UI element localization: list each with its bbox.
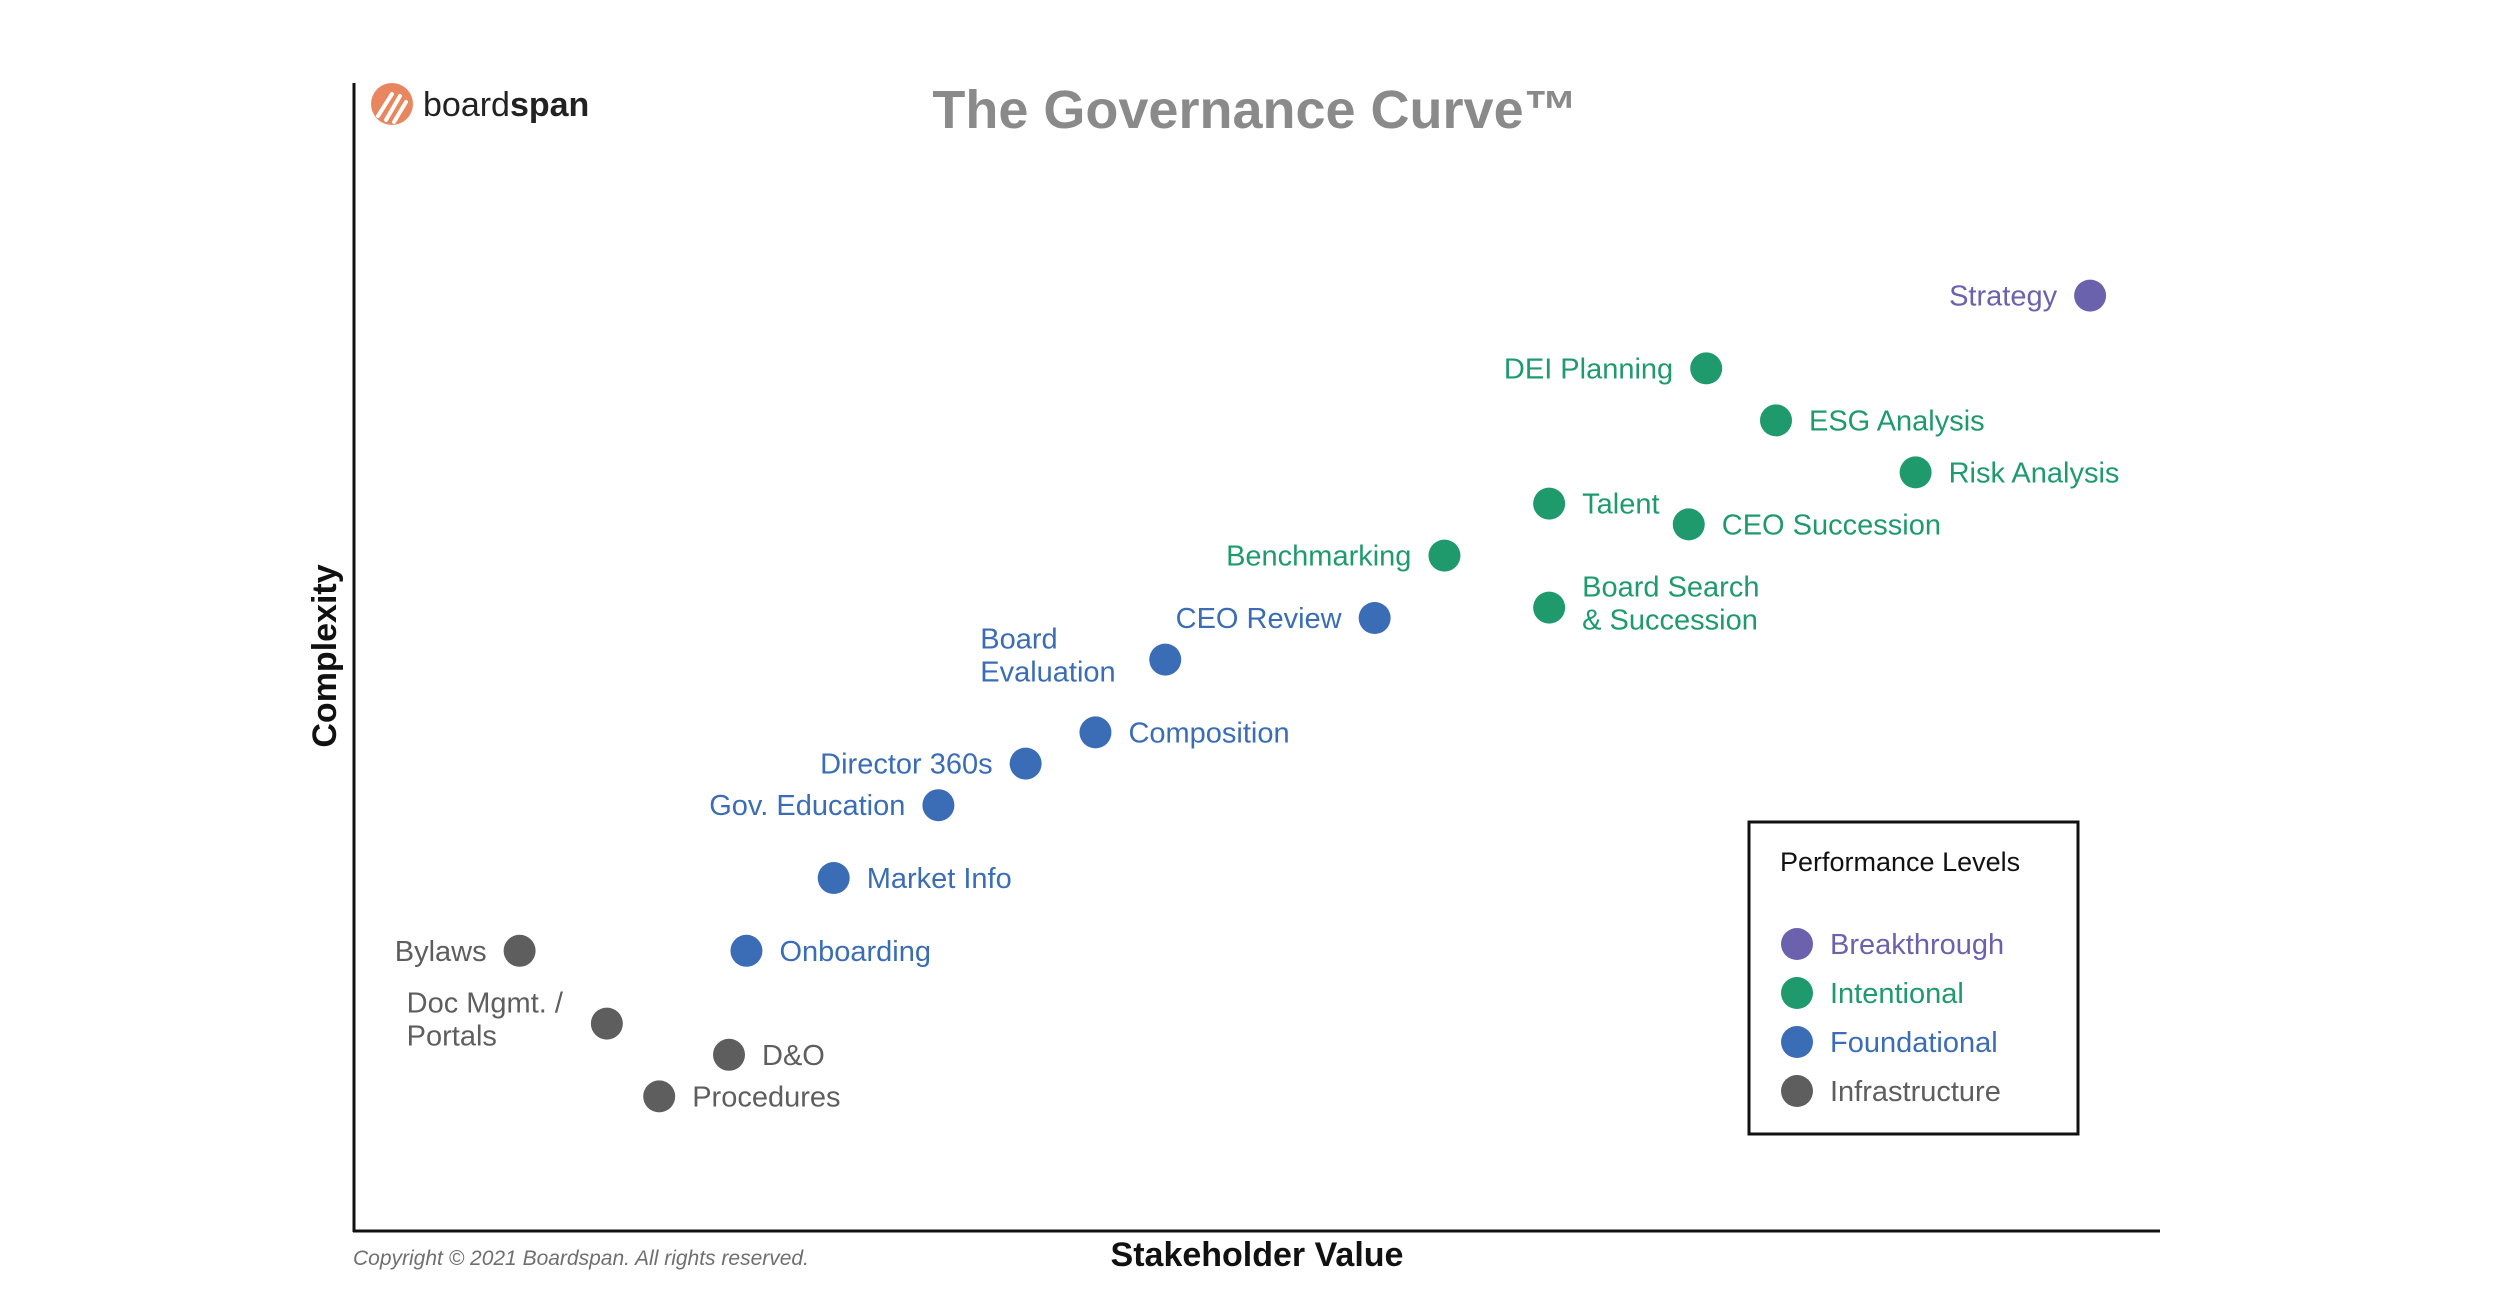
point-procedures (643, 1080, 676, 1113)
point-label-gov-education: Gov. Education (709, 790, 905, 822)
point-label-procedures: Procedures (692, 1081, 840, 1113)
logo-mark-icon (371, 83, 413, 125)
point-gov-education (922, 789, 955, 822)
logo-mark-stripes-icon (376, 92, 408, 124)
point-strategy (2074, 279, 2107, 312)
point-label-director-360s: Director 360s (820, 749, 992, 781)
point-talent (1533, 487, 1566, 520)
legend-label-breakthrough: Breakthrough (1830, 929, 2004, 961)
legend-label-foundational: Foundational (1830, 1027, 1998, 1059)
point-label-strategy: Strategy (1949, 281, 2057, 313)
point-benchmarking (1428, 539, 1461, 572)
point-esg-analysis (1760, 404, 1792, 437)
point-label-ceo-review: CEO Review (1176, 603, 1343, 635)
point-label-bylaws: Bylaws (395, 936, 487, 968)
point-label-benchmarking: Benchmarking (1226, 541, 1411, 573)
legend-title: Performance Levels (1780, 847, 2020, 877)
point-doc-mgmt-portals (590, 1007, 623, 1040)
boardspan-logo: boardspan (371, 83, 589, 125)
legend-label-infrastructure: Infrastructure (1830, 1076, 2001, 1108)
legend: Performance Levels Breakthrough Intention… (1747, 820, 2080, 1136)
chart-title: The Governance Curve™ (932, 80, 1577, 140)
point-label-onboarding: Onboarding (779, 936, 931, 968)
legend-label-intentional: Intentional (1830, 978, 1964, 1010)
point-ceo-review (1358, 602, 1391, 634)
legend-marker-intentional (1781, 977, 1813, 1009)
point-composition (1079, 716, 1112, 749)
point-label-ceo-succession: CEO Succession (1722, 509, 1941, 541)
point-d-o (713, 1038, 745, 1071)
copyright-text: Copyright © 2021 Boardspan. All rights r… (353, 1247, 809, 1270)
point-label-risk-analysis: Risk Analysis (1949, 457, 2120, 489)
point-board-search-succession (1533, 591, 1566, 624)
data-points: Strategy DEI Planning ESG Analysis Risk Ana… (395, 279, 2120, 1113)
point-onboarding (730, 934, 763, 967)
legend-marker-foundational (1781, 1026, 1813, 1058)
point-risk-analysis (1899, 456, 1932, 489)
point-label-doc-mgmt-portals: Doc Mgmt. / Portals (407, 988, 564, 1053)
point-label-board-evaluation: Board Evaluation (980, 624, 1115, 689)
legend-items: Breakthrough Intentional Foundational Infra… (1781, 928, 2004, 1108)
point-label-composition: Composition (1128, 717, 1289, 749)
logo-text: boardspan (423, 86, 589, 124)
point-ceo-succession (1672, 508, 1705, 541)
point-label-dei-planning: DEI Planning (1504, 353, 1673, 385)
y-axis-label: Complexity (306, 564, 344, 747)
point-label-esg-analysis: ESG Analysis (1809, 405, 1985, 437)
point-board-evaluation (1149, 643, 1182, 676)
point-dei-planning (1690, 352, 1723, 385)
point-label-d-o: D&O (762, 1040, 825, 1072)
point-label-talent: Talent (1582, 489, 1659, 521)
legend-marker-infrastructure (1781, 1075, 1813, 1107)
legend-marker-breakthrough (1781, 928, 1813, 960)
point-label-market-info: Market Info (867, 863, 1012, 895)
point-director-360s (1009, 747, 1042, 780)
point-bylaws (503, 934, 536, 967)
x-axis-label: Stakeholder Value (1111, 1236, 1404, 1274)
point-label-board-search-succession: Board Search & Succession (1582, 572, 1759, 637)
point-market-info (817, 862, 850, 894)
